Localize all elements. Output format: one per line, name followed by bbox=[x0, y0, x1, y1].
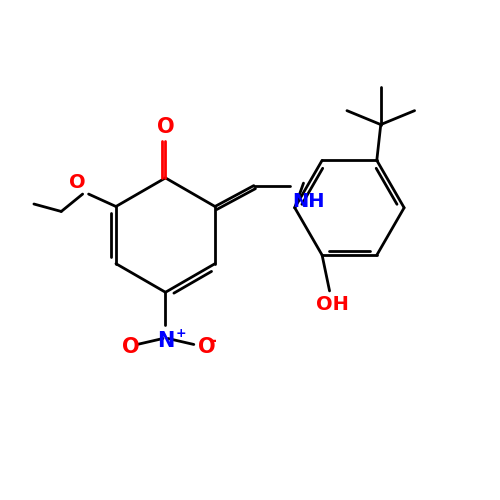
Text: OH: OH bbox=[316, 295, 348, 314]
Text: O: O bbox=[122, 337, 140, 357]
Text: O: O bbox=[198, 337, 216, 357]
Text: +: + bbox=[176, 327, 186, 340]
Text: N: N bbox=[157, 330, 174, 350]
Text: -: - bbox=[208, 332, 216, 350]
Text: O: O bbox=[70, 172, 86, 192]
Text: O: O bbox=[156, 117, 174, 137]
Text: NH: NH bbox=[292, 192, 324, 210]
